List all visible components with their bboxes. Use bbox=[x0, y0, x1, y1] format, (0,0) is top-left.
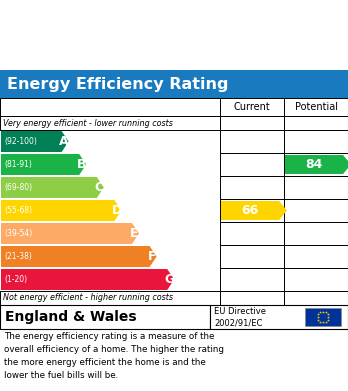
Bar bbox=[284, 199, 348, 222]
Text: (39-54): (39-54) bbox=[4, 229, 32, 238]
Text: England & Wales: England & Wales bbox=[5, 310, 137, 324]
Polygon shape bbox=[1, 269, 174, 290]
Polygon shape bbox=[1, 223, 139, 244]
Polygon shape bbox=[285, 155, 348, 174]
Text: (21-38): (21-38) bbox=[4, 252, 32, 261]
Bar bbox=[220, 222, 284, 245]
Text: (69-80): (69-80) bbox=[4, 183, 32, 192]
Text: Current: Current bbox=[234, 102, 270, 112]
Bar bbox=[220, 176, 284, 199]
Bar bbox=[284, 268, 348, 291]
Text: EU Directive
2002/91/EC: EU Directive 2002/91/EC bbox=[214, 307, 266, 327]
Bar bbox=[284, 222, 348, 245]
Bar bbox=[284, 176, 348, 199]
Bar bbox=[0, 116, 220, 130]
Bar bbox=[220, 130, 284, 153]
Polygon shape bbox=[1, 154, 86, 175]
Text: G: G bbox=[165, 273, 175, 286]
Bar bbox=[284, 130, 348, 153]
Bar bbox=[210, 305, 348, 329]
Text: E: E bbox=[130, 227, 139, 240]
Text: 66: 66 bbox=[242, 204, 259, 217]
Text: The energy efficiency rating is a measure of the
overall efficiency of a home. T: The energy efficiency rating is a measur… bbox=[4, 332, 224, 380]
Bar bbox=[220, 291, 284, 305]
Bar bbox=[0, 291, 220, 305]
Polygon shape bbox=[1, 246, 157, 267]
Text: (81-91): (81-91) bbox=[4, 160, 32, 169]
Text: Not energy efficient - higher running costs: Not energy efficient - higher running co… bbox=[3, 294, 173, 303]
Text: Energy Efficiency Rating: Energy Efficiency Rating bbox=[7, 77, 229, 91]
Bar bbox=[284, 291, 348, 305]
Polygon shape bbox=[1, 177, 104, 198]
Text: F: F bbox=[148, 250, 156, 263]
Bar bbox=[220, 268, 284, 291]
Polygon shape bbox=[1, 200, 121, 221]
Text: A: A bbox=[59, 135, 69, 148]
Text: Very energy efficient - lower running costs: Very energy efficient - lower running co… bbox=[3, 118, 173, 127]
Text: Potential: Potential bbox=[294, 102, 338, 112]
Text: C: C bbox=[95, 181, 104, 194]
Polygon shape bbox=[1, 131, 69, 152]
Bar bbox=[220, 153, 284, 176]
Bar bbox=[0, 98, 220, 116]
Bar bbox=[0, 70, 348, 98]
Text: (55-68): (55-68) bbox=[4, 206, 32, 215]
Bar bbox=[284, 153, 348, 176]
Bar bbox=[220, 116, 284, 130]
Bar bbox=[220, 98, 284, 116]
Bar bbox=[0, 305, 210, 329]
Text: (92-100): (92-100) bbox=[4, 137, 37, 146]
Bar bbox=[284, 116, 348, 130]
Bar bbox=[220, 199, 284, 222]
Text: D: D bbox=[112, 204, 122, 217]
Text: (1-20): (1-20) bbox=[4, 275, 27, 284]
Bar bbox=[284, 98, 348, 116]
Bar bbox=[220, 245, 284, 268]
Bar bbox=[305, 308, 341, 326]
Text: 84: 84 bbox=[305, 158, 323, 171]
Text: B: B bbox=[77, 158, 86, 171]
Polygon shape bbox=[221, 201, 287, 220]
Bar bbox=[284, 245, 348, 268]
